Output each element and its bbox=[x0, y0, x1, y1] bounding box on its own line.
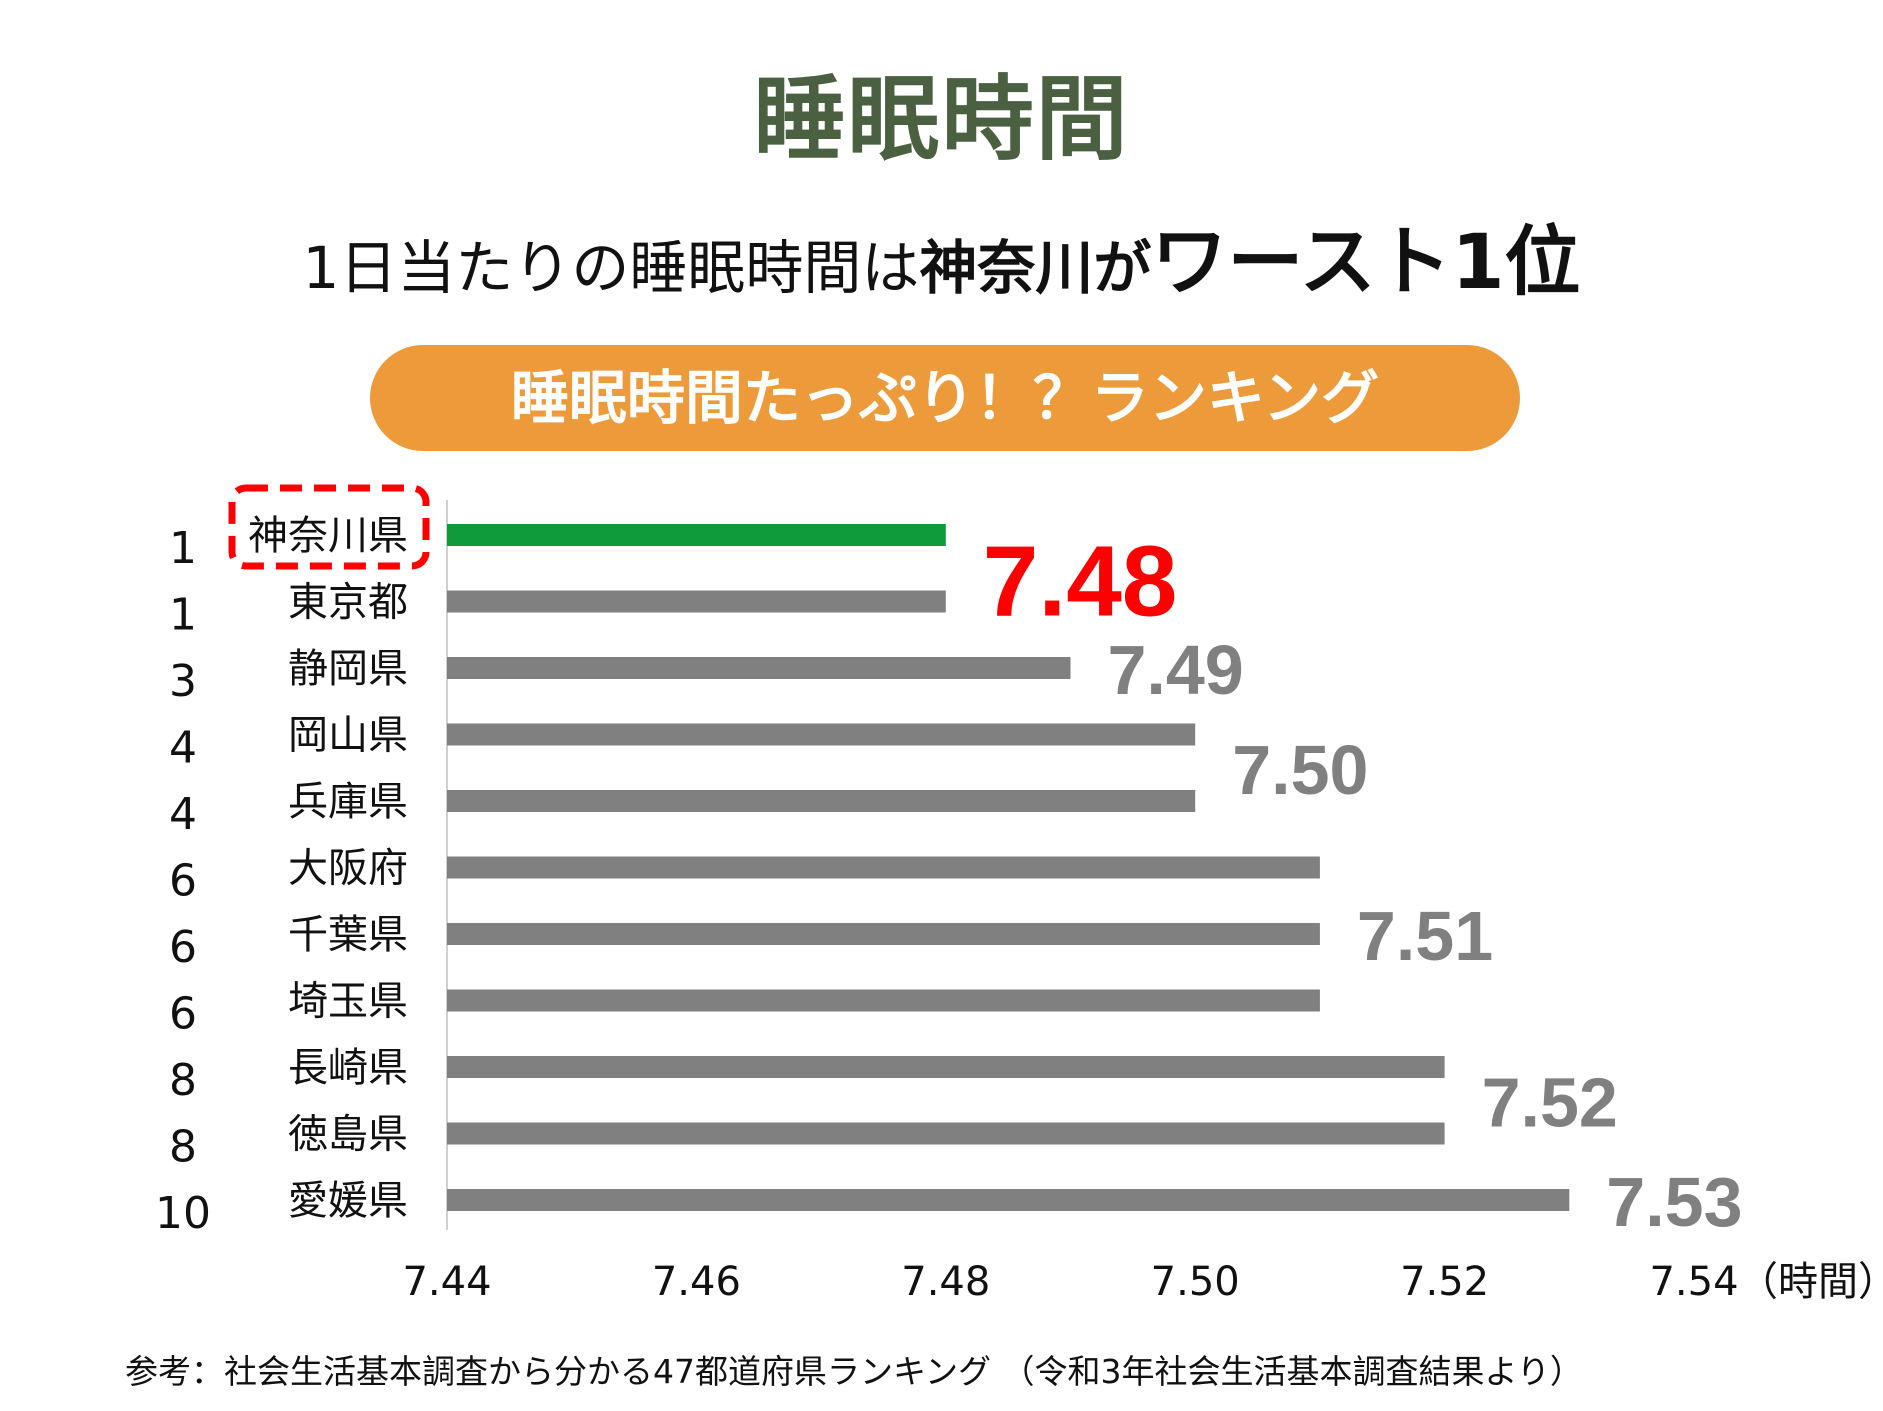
x-tick-label: 7.48 bbox=[901, 1259, 990, 1305]
rank-label: 4 bbox=[169, 789, 197, 840]
page-title: 睡眠時間 bbox=[753, 66, 1130, 173]
bar bbox=[447, 923, 1320, 945]
bar bbox=[447, 856, 1320, 879]
value-label: 7.53 bbox=[1606, 1163, 1742, 1241]
bar-highlight bbox=[447, 524, 946, 546]
x-tick-label: 7.52 bbox=[1400, 1259, 1489, 1305]
x-tick-label: 7.50 bbox=[1151, 1259, 1240, 1305]
bar bbox=[447, 657, 1071, 679]
category-label: 大阪府 bbox=[288, 846, 408, 892]
rank-label: 8 bbox=[169, 1055, 197, 1106]
category-label: 長崎県 bbox=[288, 1045, 408, 1091]
subtitle-lead: 1日当たりの睡眠時間は bbox=[302, 234, 920, 302]
category-label: 神奈川県 bbox=[248, 513, 408, 559]
category-label: 千葉県 bbox=[288, 912, 408, 958]
x-tick-label: 7.46 bbox=[652, 1259, 741, 1305]
category-label: 東京都 bbox=[288, 580, 408, 626]
value-label-highlight: 7.48 bbox=[983, 525, 1178, 637]
value-label: 7.51 bbox=[1357, 897, 1493, 975]
rank-label: 1 bbox=[169, 590, 197, 641]
bar bbox=[447, 1056, 1445, 1078]
bar bbox=[447, 989, 1320, 1012]
rank-label: 1 bbox=[169, 523, 197, 574]
value-label: 7.52 bbox=[1482, 1063, 1618, 1141]
rank-label: 6 bbox=[169, 922, 197, 973]
highlight-box bbox=[228, 484, 430, 570]
x-tick-label: 7.54 bbox=[1649, 1259, 1738, 1305]
ranking-banner: 睡眠時間たっぷり！？ランキング bbox=[370, 345, 1520, 451]
value-label: 7.49 bbox=[1108, 631, 1244, 709]
source-note: 参考：社会生活基本調査から分かる47都道府県ランキング （令和3年社会生活基本調… bbox=[125, 1352, 1583, 1391]
bar bbox=[447, 790, 1196, 812]
x-axis-unit: （時間） bbox=[1738, 1259, 1883, 1305]
category-label: 徳島県 bbox=[288, 1112, 408, 1158]
bar bbox=[447, 590, 946, 613]
category-label: 静岡県 bbox=[288, 646, 408, 692]
subtitle: 1日当たりの睡眠時間は神奈川がワースト1位 bbox=[0, 200, 1883, 310]
category-label: 岡山県 bbox=[288, 713, 408, 759]
category-label: 埼玉県 bbox=[288, 979, 408, 1025]
rank-label: 3 bbox=[169, 656, 197, 707]
subtitle-worst-rank: ワースト1位 bbox=[1151, 217, 1581, 306]
rank-label: 8 bbox=[169, 1122, 197, 1173]
rank-label: 6 bbox=[169, 856, 197, 907]
bar bbox=[447, 1189, 1570, 1211]
subtitle-emphasis: 神奈川が bbox=[919, 234, 1152, 302]
value-label: 7.50 bbox=[1232, 731, 1368, 809]
category-label: 愛媛県 bbox=[288, 1178, 408, 1224]
ranking-bar-chart: 神奈川県 1 東京都 1 静岡県 3 岡山県 4 兵庫県 4 大阪府 6 千葉県 6 埼玉県 6 長崎県 8 徳島県… bbox=[155, 484, 1883, 1305]
category-label: 兵庫県 bbox=[288, 779, 408, 825]
x-tick-label: 7.44 bbox=[402, 1259, 491, 1305]
bar bbox=[447, 1122, 1445, 1145]
rank-label: 4 bbox=[169, 723, 197, 774]
rank-label: 10 bbox=[155, 1188, 211, 1239]
bar bbox=[447, 723, 1196, 746]
rank-label: 6 bbox=[169, 989, 197, 1040]
